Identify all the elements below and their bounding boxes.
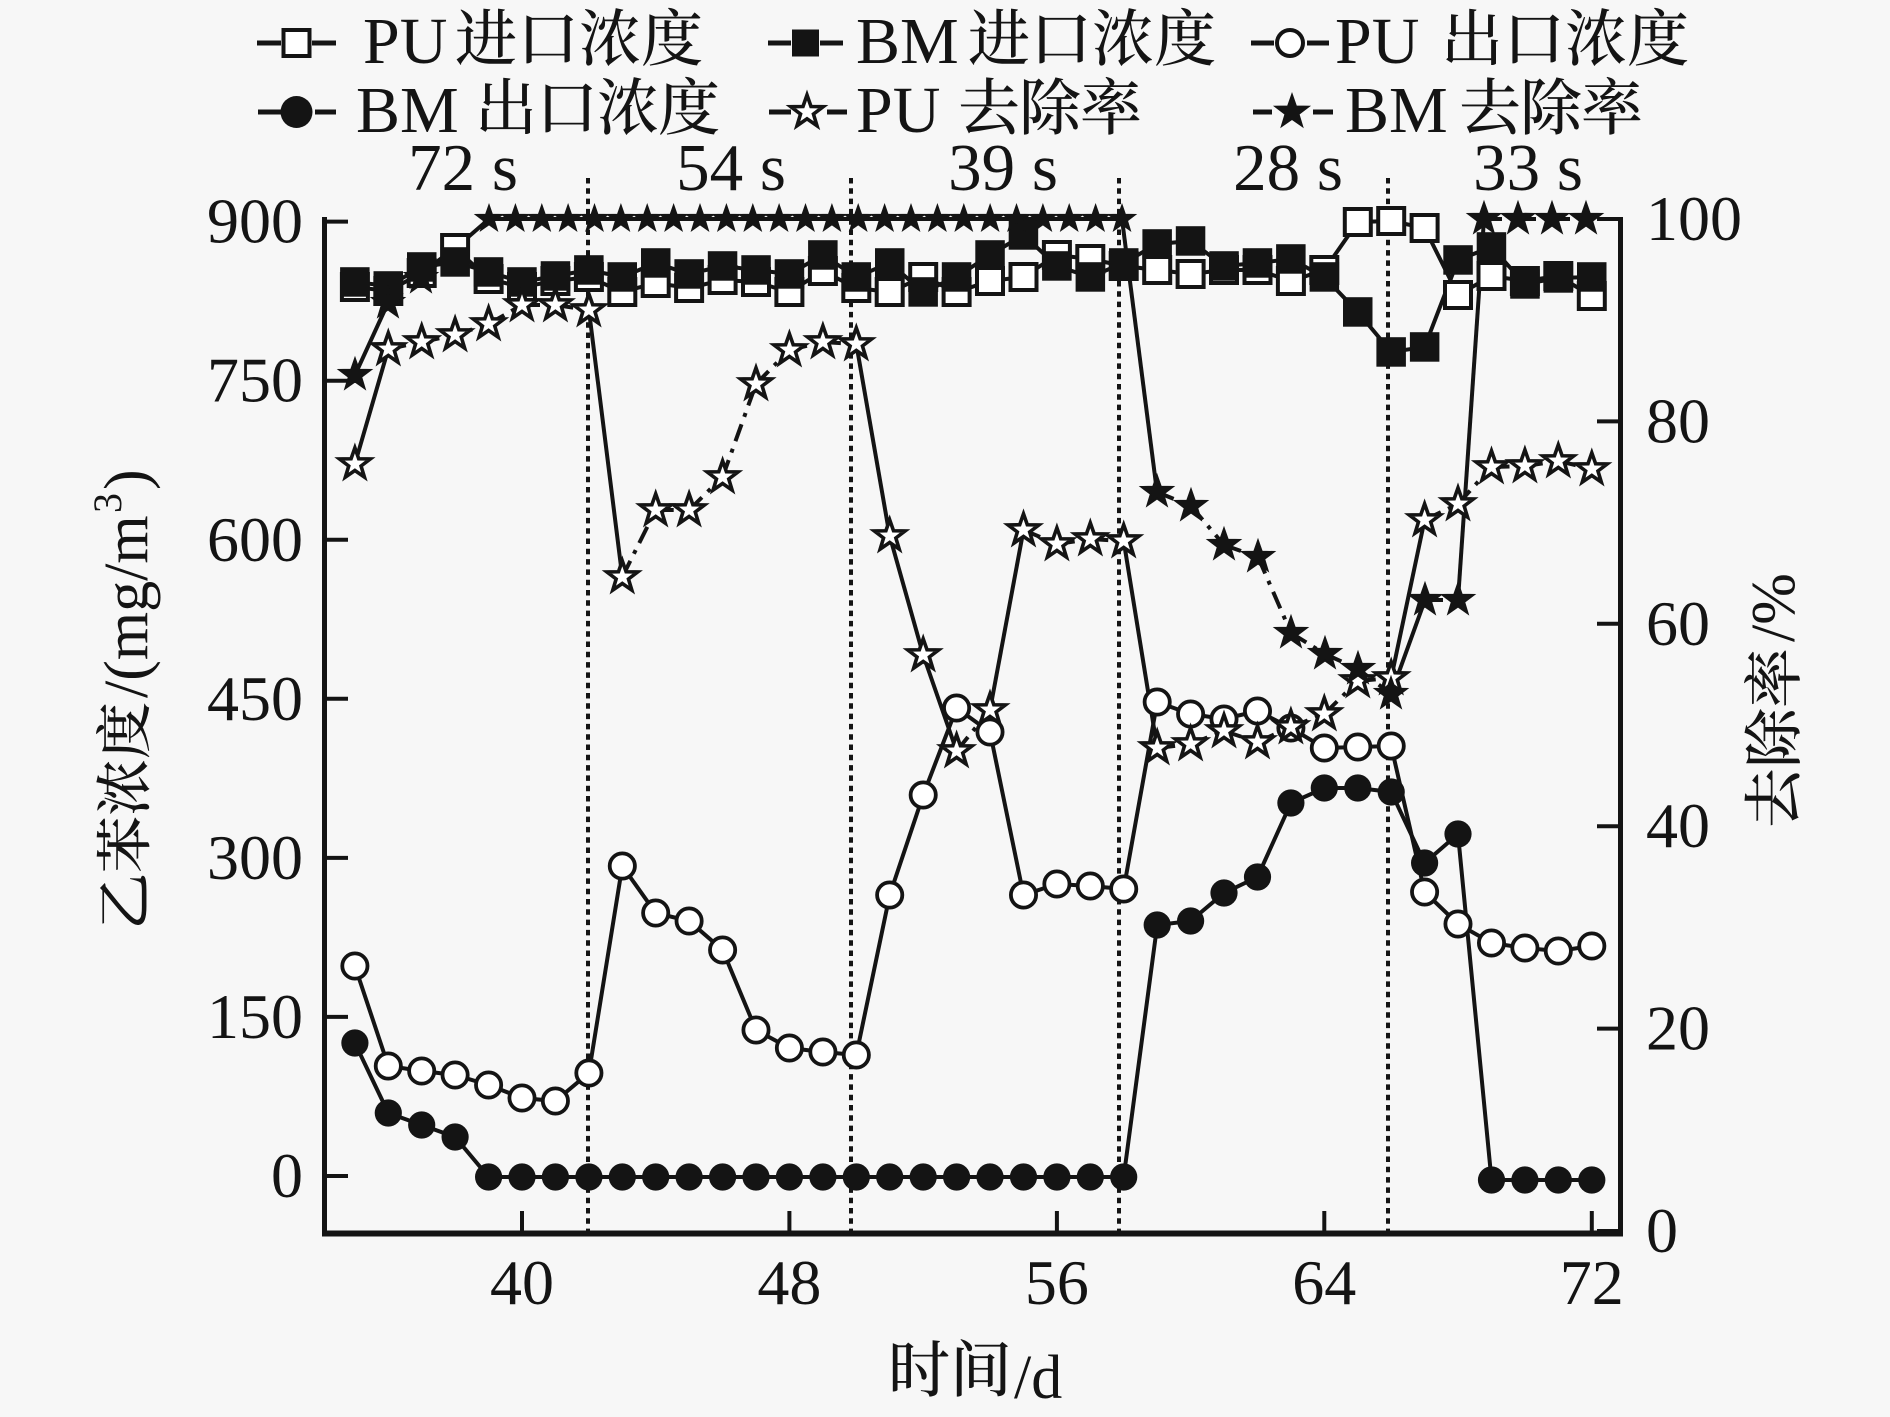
svg-text:72 s: 72 s [408,131,518,205]
svg-text:39 s: 39 s [948,131,1058,205]
svg-text:64: 64 [1292,1247,1356,1318]
svg-text:900: 900 [207,186,303,257]
svg-text:450: 450 [207,663,303,734]
svg-text:/d: /d [1014,1344,1062,1412]
svg-text:/%: /% [1740,573,1808,642]
svg-text:33 s: 33 s [1473,131,1583,205]
svg-text:PU: PU [856,74,940,147]
svg-text:28 s: 28 s [1233,131,1343,205]
svg-text:150: 150 [207,981,303,1052]
svg-text:56: 56 [1025,1247,1089,1318]
svg-text:PU: PU [363,5,447,78]
svg-text:40: 40 [1646,790,1710,861]
svg-text:/(mg/m: /(mg/m [93,515,161,698]
svg-text:600: 600 [207,504,303,575]
svg-text:72: 72 [1560,1247,1624,1318]
svg-text:BM: BM [1345,74,1448,147]
svg-text:3: 3 [85,493,130,513]
svg-text:BM: BM [356,74,459,147]
svg-text:): ) [93,469,161,490]
svg-text:0: 0 [271,1140,303,1211]
svg-text:100: 100 [1646,183,1742,254]
svg-text:20: 20 [1646,993,1710,1064]
svg-text:48: 48 [757,1247,821,1318]
svg-text:40: 40 [490,1247,554,1318]
svg-text:0: 0 [1646,1195,1678,1266]
svg-text:60: 60 [1646,588,1710,659]
svg-text:BM: BM [856,5,959,78]
svg-text:54 s: 54 s [676,131,786,205]
svg-text:750: 750 [207,345,303,416]
svg-text:PU: PU [1335,5,1419,78]
svg-text:80: 80 [1646,385,1710,456]
svg-text:300: 300 [207,822,303,893]
